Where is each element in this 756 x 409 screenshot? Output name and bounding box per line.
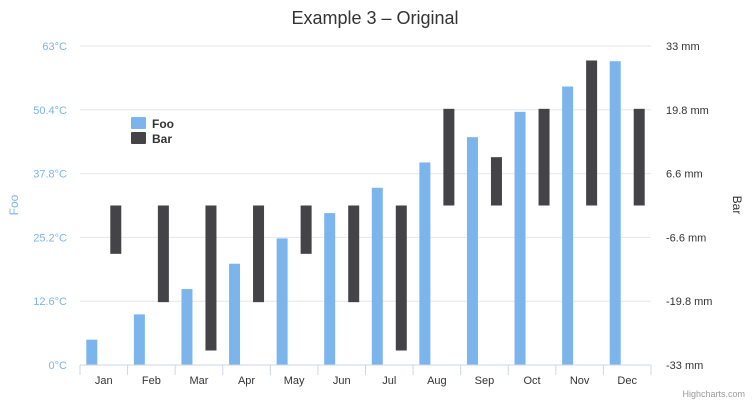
x-axis-label: Nov <box>570 375 590 387</box>
x-axis-label: Dec <box>617 375 637 387</box>
x-axis-label: Apr <box>238 375 255 387</box>
bar-bar[interactable] <box>633 108 645 206</box>
x-axis-label: Aug <box>427 375 447 387</box>
grid-lines <box>80 45 651 302</box>
x-axis-label: Feb <box>142 375 161 387</box>
x-axis-ticks <box>79 365 652 375</box>
right-axis-tick-label: 19.8 mm <box>666 105 709 117</box>
right-axis-title: Bar <box>730 196 744 215</box>
x-axis-label: Oct <box>523 375 540 387</box>
right-axis-tick-label: -19.8 mm <box>666 296 712 308</box>
right-axis-tick-label: 33 mm <box>666 41 700 53</box>
bar-series <box>110 60 645 351</box>
bar-bar[interactable] <box>348 205 360 303</box>
right-axis-tick-label: -33 mm <box>666 360 703 372</box>
legend: Foo Bar <box>131 117 174 146</box>
right-axis-tick-label: 6.6 mm <box>666 169 703 181</box>
bar-foo[interactable] <box>276 238 288 365</box>
x-axis-label: Jan <box>95 375 113 387</box>
x-axis-label: Sep <box>475 375 495 387</box>
bar-foo[interactable] <box>229 263 241 365</box>
x-axis-label: May <box>284 375 305 387</box>
left-axis-tick-label: 0°C <box>49 360 68 372</box>
right-axis-tick-label: -6.6 mm <box>666 232 706 244</box>
x-axis-label: Mar <box>189 375 208 387</box>
bar-foo[interactable] <box>371 187 383 365</box>
left-axis-tick-label: 37.8°C <box>33 169 67 181</box>
bar-bar[interactable] <box>538 108 550 206</box>
bar-foo[interactable] <box>86 339 98 365</box>
left-axis-tick-label: 50.4°C <box>33 105 67 117</box>
x-axis-labels: Jan Feb Mar Apr May Jun Jul Aug Sep Oct Nov Dec <box>95 375 638 387</box>
bar-foo[interactable] <box>562 86 574 365</box>
left-axis-title: Foo <box>7 194 21 215</box>
left-axis-tick-label: 12.6°C <box>33 296 67 308</box>
bar-bar[interactable] <box>253 205 265 303</box>
legend-label-bar: Bar <box>152 132 172 146</box>
bar-bar[interactable] <box>110 205 122 254</box>
bar-bar[interactable] <box>490 157 502 206</box>
credits-link[interactable]: Highcharts.com <box>682 389 745 399</box>
left-axis-labels: 0°C 12.6°C 25.2°C 37.8°C 50.4°C 63°C <box>33 41 67 372</box>
bar-bar[interactable] <box>586 60 598 206</box>
bar-foo[interactable] <box>324 213 336 365</box>
bar-foo[interactable] <box>466 137 478 365</box>
bar-foo[interactable] <box>419 162 431 365</box>
bar-foo[interactable] <box>181 289 193 365</box>
legend-label-foo: Foo <box>152 117 174 131</box>
bar-bar[interactable] <box>157 205 169 303</box>
legend-item-bar[interactable]: Bar <box>131 132 172 146</box>
left-axis-tick-label: 63°C <box>42 41 67 53</box>
bar-bar[interactable] <box>300 205 312 254</box>
legend-symbol-bar <box>131 132 146 144</box>
left-axis-tick-label: 25.2°C <box>33 232 67 244</box>
bar-bar[interactable] <box>443 108 455 206</box>
bar-foo[interactable] <box>609 61 621 365</box>
bar-foo[interactable] <box>514 111 526 365</box>
x-axis-label: Jul <box>382 375 396 387</box>
bar-bar[interactable] <box>395 205 407 351</box>
legend-symbol-foo <box>131 117 146 129</box>
bar-bar[interactable] <box>205 205 217 351</box>
foo-series <box>86 61 621 365</box>
bar-foo[interactable] <box>133 314 145 365</box>
x-axis-label: Jun <box>333 375 351 387</box>
right-axis-labels: -33 mm -19.8 mm -6.6 mm 6.6 mm 19.8 mm 33 mm <box>666 41 712 372</box>
chart-title: Example 3 – Original <box>291 8 458 28</box>
legend-item-foo[interactable]: Foo <box>131 117 174 131</box>
